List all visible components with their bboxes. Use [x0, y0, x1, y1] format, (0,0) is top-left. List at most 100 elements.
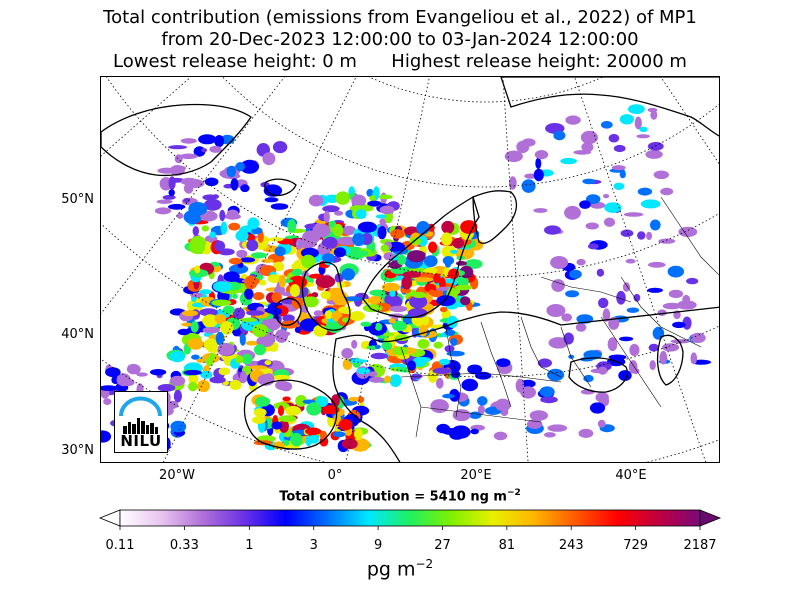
- concentration-cell: [289, 284, 300, 297]
- concentration-cell: [246, 310, 265, 316]
- concentration-cell: [579, 200, 591, 209]
- concentration-cell: [290, 432, 303, 447]
- concentration-cell: [259, 279, 267, 286]
- concentration-cell: [504, 150, 523, 163]
- map-canvas: [101, 77, 719, 462]
- title-line-1: Total contribution (emissions from Evang…: [103, 7, 697, 28]
- concentration-cell: [202, 314, 219, 328]
- concentration-cell: [389, 284, 398, 289]
- concentration-cell: [188, 381, 198, 392]
- concentration-cell: [333, 247, 347, 258]
- concentration-cell: [308, 194, 324, 207]
- concentration-cell: [240, 184, 250, 193]
- concentration-cell: [662, 343, 680, 352]
- concentration-cell: [179, 153, 198, 160]
- concentration-cell: [508, 176, 517, 190]
- concentration-cell: [417, 338, 430, 349]
- concentration-cell: [287, 219, 297, 233]
- total-contribution: Total contribution = 5410 ng m−2: [279, 488, 521, 505]
- concentration-cell: [460, 296, 471, 306]
- concentration-cell: [368, 371, 378, 377]
- colorbar-tick-label: 0.33: [169, 538, 199, 553]
- concentration-cell: [515, 378, 525, 393]
- concentration-cell: [150, 369, 167, 376]
- title-line-2: from 20-Dec-2023 12:00:00 to 03-Jan-2024…: [161, 29, 639, 50]
- concentration-cell: [367, 200, 382, 207]
- concentration-cell: [190, 292, 203, 298]
- lon-label-20e: 20°E: [460, 468, 492, 483]
- concentration-cell: [537, 358, 552, 368]
- concentration-cell: [461, 378, 479, 392]
- concentration-cell: [232, 307, 246, 320]
- concentration-cell: [678, 226, 698, 237]
- concentration-cell: [274, 246, 286, 257]
- graticule-latitude: [222, 77, 719, 188]
- concentration-cell: [168, 203, 186, 210]
- concentration-cell: [452, 237, 465, 249]
- concentration-cell: [604, 217, 615, 227]
- concentration-cell: [565, 290, 580, 298]
- concentration-cell: [629, 343, 640, 357]
- concentration-cell: [319, 430, 327, 440]
- concentration-cell: [600, 121, 613, 129]
- lon-label-40e: 40°E: [615, 468, 647, 483]
- concentration-cell: [240, 257, 256, 263]
- concentration-cell: [271, 292, 282, 303]
- coastline-gb: [301, 261, 351, 331]
- concentration-cell: [397, 254, 407, 265]
- concentration-cell: [203, 338, 219, 351]
- concentration-cell: [220, 221, 228, 235]
- concentration-cell: [235, 355, 244, 364]
- concentration-cell: [256, 335, 275, 348]
- concentration-cell: [544, 225, 561, 235]
- concentration-cell: [101, 430, 112, 443]
- concentration-cell: [634, 116, 642, 130]
- lon-label-20w: 20°W: [159, 468, 195, 483]
- graticule: [101, 77, 719, 462]
- concentration-cell: [649, 360, 656, 371]
- concentration-cell: [576, 258, 586, 266]
- concentration-cell: [313, 310, 323, 317]
- concentration-cell: [550, 256, 569, 269]
- concentration-cell: [268, 237, 284, 242]
- concentration-cell: [240, 370, 247, 384]
- concentration-cell: [667, 265, 684, 278]
- concentration-cell: [521, 179, 536, 193]
- concentration-cell: [255, 396, 271, 407]
- concentration-cell: [212, 281, 232, 292]
- coastline-ireland: [274, 297, 302, 326]
- graticule-latitude: [368, 77, 604, 103]
- concentration-cell: [180, 138, 197, 144]
- concentration-cell: [647, 141, 664, 151]
- concentration-cell: [101, 385, 118, 391]
- concentration-cell: [278, 415, 297, 422]
- concentration-cell: [202, 327, 220, 334]
- concentration-cell: [441, 245, 457, 258]
- concentration-cell: [333, 294, 351, 306]
- concentration-cell: [441, 220, 455, 234]
- coastline-scandinavia: [362, 196, 480, 319]
- graticule-meridian: [574, 77, 707, 462]
- concentration-cell: [219, 209, 226, 222]
- concentration-cell: [436, 377, 444, 389]
- graticule-meridian: [101, 77, 285, 315]
- concentration-cell: [454, 284, 473, 291]
- coastline-iberia: [243, 379, 338, 450]
- concentration-cell: [628, 360, 638, 374]
- concentration-cell: [477, 396, 488, 406]
- concentration-cell: [338, 419, 353, 431]
- concentration-cell: [182, 310, 198, 317]
- concentration-cell: [235, 162, 245, 172]
- concentration-cell: [285, 405, 301, 416]
- concentration-cell: [246, 239, 259, 252]
- concentration-cell: [375, 214, 387, 219]
- concentration-cell: [239, 317, 258, 322]
- concentration-cell: [392, 320, 407, 332]
- concentration-cell: [389, 305, 408, 313]
- concentration-cell: [619, 336, 634, 342]
- concentration-cell: [626, 307, 640, 313]
- concentration-cell: [533, 168, 544, 182]
- concentration-cell: [622, 282, 631, 292]
- concentration-cell: [690, 332, 706, 343]
- concentration-cell: [553, 130, 566, 141]
